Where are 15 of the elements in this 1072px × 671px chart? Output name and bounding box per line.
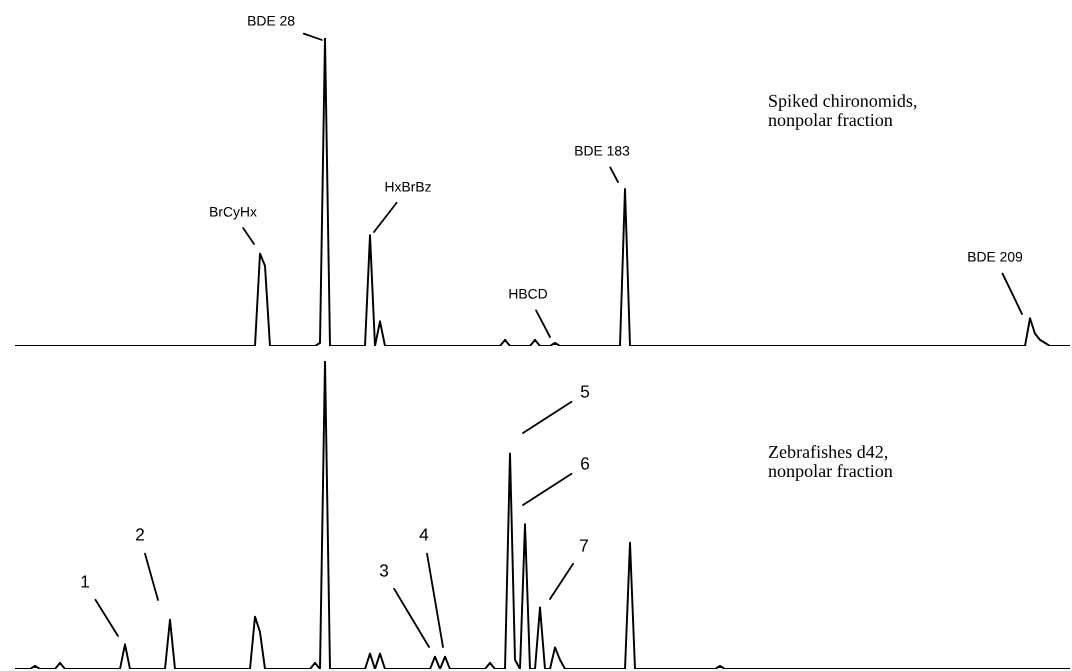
annotation: BrCyHx	[210, 206, 257, 220]
text: Spiked chironomids, nonpolar fraction	[768, 94, 917, 130]
annotation: BDE 183	[575, 145, 630, 156]
text: BDE 28	[248, 15, 295, 26]
annotation: 4	[419, 528, 429, 541]
annotation: 6	[581, 457, 590, 470]
annotation: 3	[379, 564, 389, 577]
annotation: BDE 209	[968, 251, 1023, 262]
annotation: 7	[580, 539, 588, 552]
annotation: 2	[136, 528, 144, 541]
annotation: HBCD	[509, 288, 548, 299]
annotation: 1	[81, 575, 89, 588]
annotation: HxBrBz	[385, 182, 431, 192]
annotation: 5	[580, 385, 590, 398]
text: Zebrafishes d42, nonpolar fraction	[768, 445, 893, 481]
